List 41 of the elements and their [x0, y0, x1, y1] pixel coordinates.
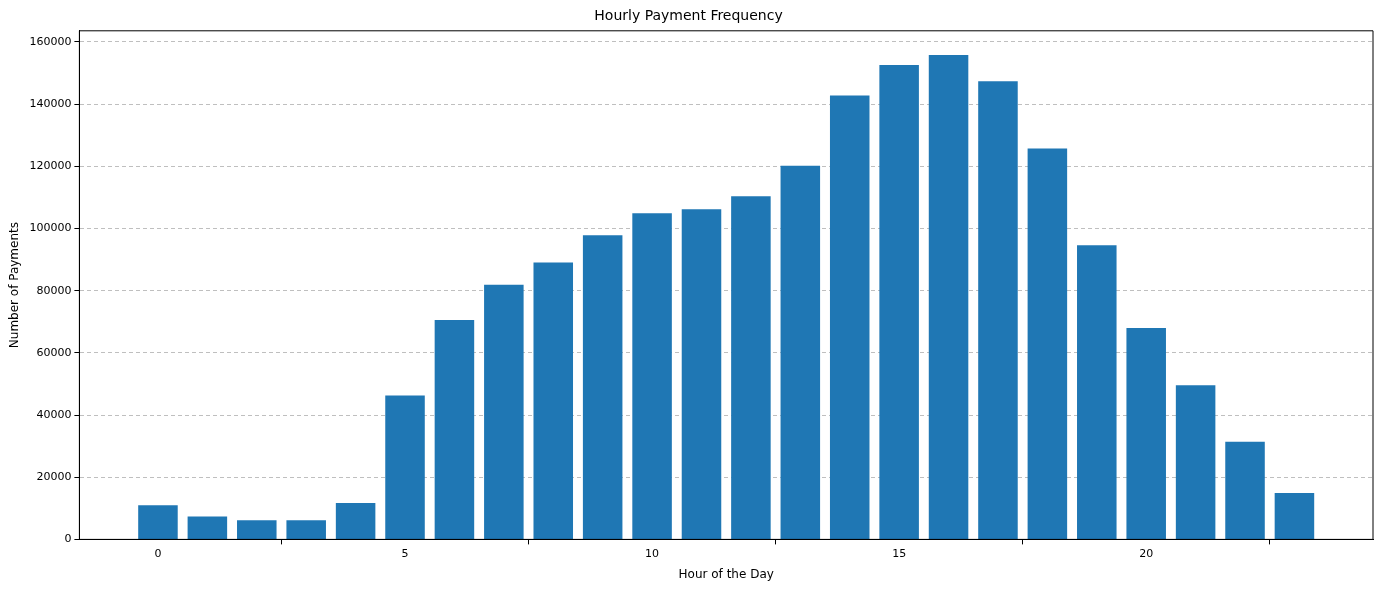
y-tick-label: 60000	[36, 345, 72, 359]
bar	[484, 284, 524, 539]
bar	[1027, 148, 1068, 539]
bar	[237, 520, 277, 539]
bar	[978, 81, 1018, 539]
bar	[681, 209, 722, 539]
bar	[928, 55, 969, 539]
bar	[335, 503, 376, 539]
chart-title: Hourly Payment Frequency	[594, 7, 783, 24]
y-tick-label: 100000	[29, 221, 72, 235]
x-tick-label: 0	[154, 546, 162, 560]
bar	[582, 235, 623, 539]
y-tick-label: 80000	[36, 283, 72, 297]
bar	[632, 213, 672, 539]
y-tick-label: 160000	[29, 34, 72, 48]
x-tick-label: 20	[1139, 546, 1154, 560]
y-axis-title: Number of Payments	[7, 222, 22, 349]
bar	[829, 95, 870, 539]
y-tick-label: 120000	[29, 159, 72, 173]
bar	[385, 395, 425, 539]
bar	[434, 319, 475, 539]
bar	[1126, 328, 1166, 539]
bar	[780, 165, 821, 539]
bar	[286, 520, 326, 539]
y-tick-label: 20000	[36, 470, 72, 484]
bar	[138, 505, 178, 539]
y-tick-label: 40000	[36, 407, 72, 421]
x-tick-label: 5	[401, 546, 409, 560]
bar	[187, 516, 228, 539]
bar	[731, 196, 771, 539]
bar	[1274, 493, 1315, 539]
x-tick-label: 10	[645, 546, 660, 560]
x-axis-title: Hour of the Day	[678, 566, 774, 581]
bar	[533, 262, 574, 539]
bar	[1225, 441, 1265, 539]
bar	[879, 65, 919, 539]
y-tick-label: 0	[64, 532, 72, 546]
bar	[1077, 245, 1117, 539]
bar	[1175, 385, 1216, 539]
y-tick-label: 140000	[29, 97, 72, 111]
x-tick-label: 15	[892, 546, 907, 560]
